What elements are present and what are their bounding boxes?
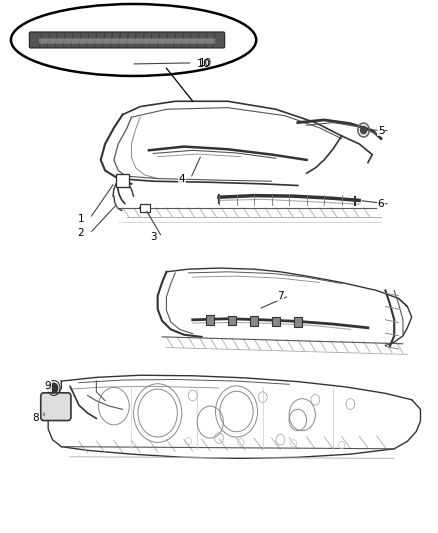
FancyBboxPatch shape: [41, 393, 71, 421]
Text: 6: 6: [378, 199, 385, 209]
Text: 10: 10: [197, 59, 211, 69]
Text: 8: 8: [32, 414, 39, 423]
Text: 4: 4: [178, 174, 185, 183]
Text: 2: 2: [78, 229, 85, 238]
FancyBboxPatch shape: [228, 316, 236, 326]
Circle shape: [50, 383, 58, 393]
FancyBboxPatch shape: [39, 38, 215, 44]
Text: 3: 3: [150, 232, 157, 242]
Text: 9: 9: [45, 382, 52, 391]
FancyBboxPatch shape: [116, 174, 129, 187]
Text: 10: 10: [199, 58, 212, 68]
FancyBboxPatch shape: [140, 204, 150, 212]
FancyBboxPatch shape: [250, 317, 258, 326]
Text: 1: 1: [78, 214, 85, 223]
FancyBboxPatch shape: [294, 317, 302, 327]
FancyBboxPatch shape: [206, 316, 214, 325]
Circle shape: [360, 126, 367, 134]
FancyBboxPatch shape: [29, 32, 225, 48]
FancyBboxPatch shape: [272, 317, 280, 326]
Text: 7: 7: [277, 291, 284, 301]
Text: 5: 5: [378, 126, 385, 135]
